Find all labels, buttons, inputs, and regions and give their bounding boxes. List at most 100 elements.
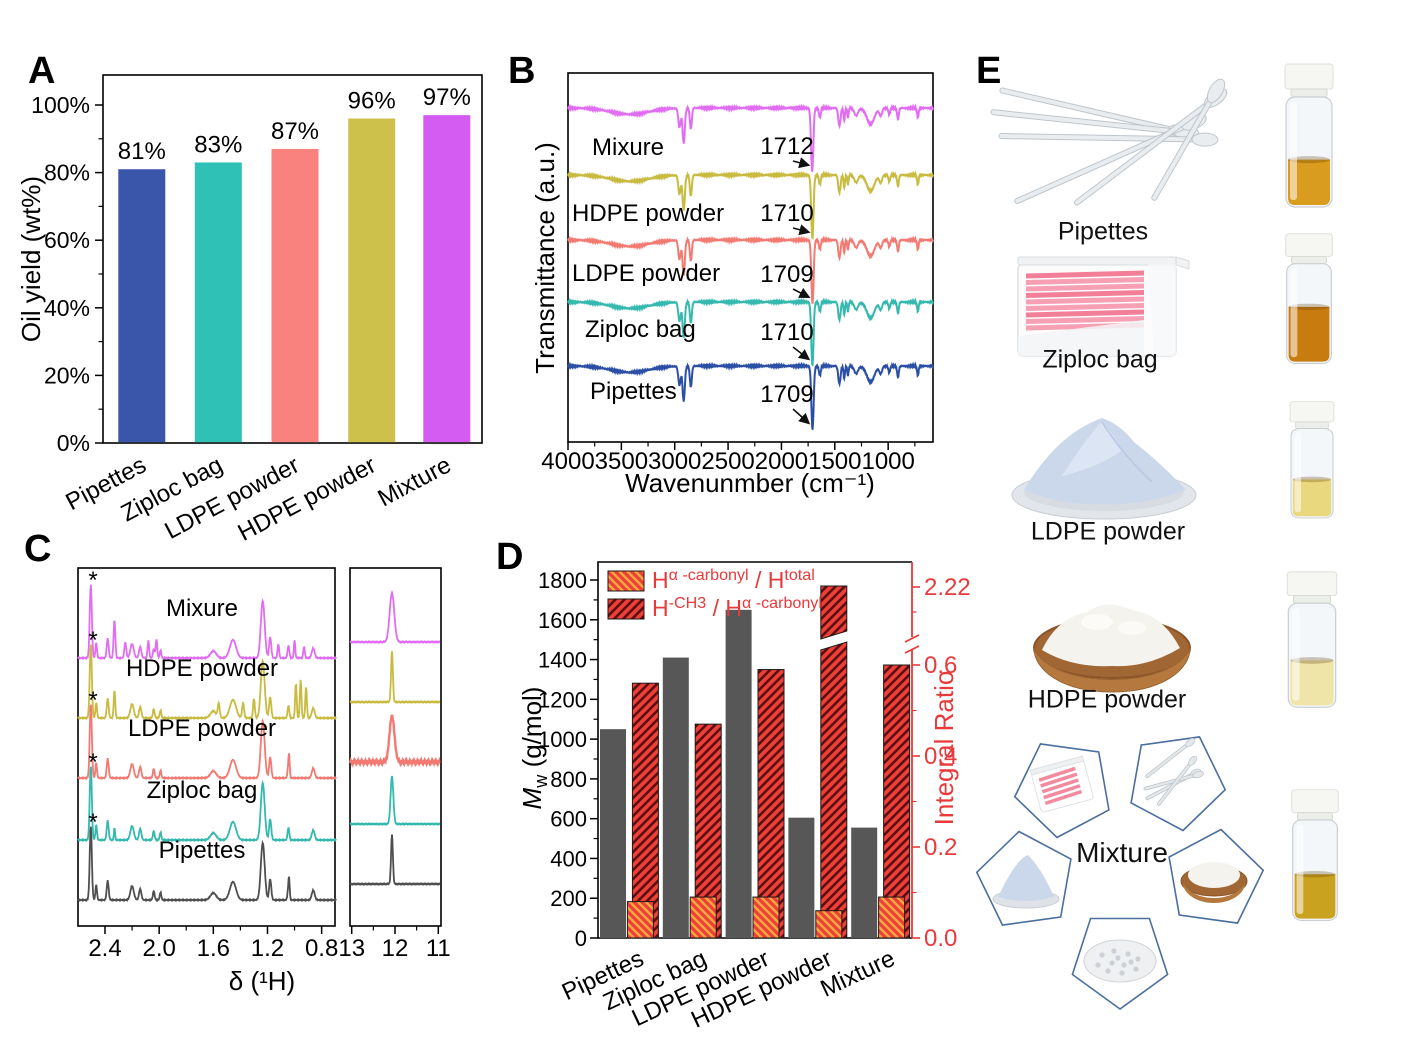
nmr-trace-hdpe-powder <box>77 644 337 721</box>
d-right-tick-label: 0.2 <box>924 834 957 861</box>
panel-label-c: C <box>24 528 52 570</box>
vial-oil <box>1290 660 1334 706</box>
c-xtick-label: 1.6 <box>197 935 230 962</box>
c-xtick-label: 11 <box>426 935 451 962</box>
nmr-right-trace-hdpe-powder <box>349 651 441 704</box>
b-peak-annotation: 1710 <box>760 200 813 227</box>
panel-label-e: E <box>976 50 1002 92</box>
a-value-label: 83% <box>194 131 242 158</box>
d-legend-label-1: Hα -carbonyl / Htotal <box>652 566 815 593</box>
ratio2-bar-pipettes <box>631 682 659 939</box>
b-trace-label: Mixure <box>592 134 664 161</box>
a-ytick-label: 40% <box>44 295 90 321</box>
ziploc-bag-label: Ziploc bag <box>1042 345 1158 374</box>
b-annotation-arrow <box>792 346 811 361</box>
d-right-tick-label: 0.6 <box>924 652 957 679</box>
nmr-right-trace-pipettes <box>349 834 441 886</box>
d-left-tick-label: 800 <box>550 767 587 792</box>
bar-pipettes <box>118 169 166 443</box>
b-xtick-label: 4000 <box>541 448 594 475</box>
b-xtick-label: 2000 <box>755 448 808 475</box>
c-trace-label: HDPE powder <box>126 655 278 682</box>
a-value-label: 96% <box>348 88 396 115</box>
b-trace-label: HDPE powder <box>572 200 724 227</box>
hdpe-powder-label: HDPE powder <box>1027 685 1187 714</box>
ftir-trace-ldpe-powder <box>567 235 934 304</box>
c-trace-label: Mixure <box>166 595 238 622</box>
d-right-axis-label: Integral Ratio <box>929 671 959 826</box>
nmr-right-trace-mixure <box>349 589 441 645</box>
a-value-label: 81% <box>118 138 166 165</box>
c-xtick-label: 1.2 <box>251 935 284 962</box>
a-ytick-label: 100% <box>31 92 90 118</box>
d-left-tick-label: 1800 <box>538 568 587 593</box>
d-left-tick-label: 1600 <box>538 608 587 633</box>
b-annotation-arrow <box>792 157 811 169</box>
d-left-tick-label: 1400 <box>538 648 587 673</box>
a-ytick-label: 60% <box>44 227 90 253</box>
ratio2-bar-hdpe-powder-upper <box>820 585 848 640</box>
vial-cap <box>1286 571 1338 597</box>
b-annotation-arrow <box>792 287 811 299</box>
mixture-hexagons-photo <box>975 736 1265 1010</box>
ratio1-bar-hdpe-powder <box>815 910 843 939</box>
ldpe-oil-vial <box>1289 401 1335 519</box>
b-trace-label: Ziploc bag <box>585 316 696 343</box>
c-trace-label: Pipettes <box>159 837 246 864</box>
c-xtick-label: 12 <box>382 935 409 962</box>
d-legend-label-2: H-CH3 / Hα -carbonyl <box>652 594 822 621</box>
panel-label-d: D <box>496 536 524 578</box>
bar-mixture <box>423 115 471 443</box>
a-value-label: 87% <box>271 118 319 145</box>
b-annotation-arrow <box>792 224 811 236</box>
hdpe-oil-vial <box>1286 571 1338 708</box>
panel-c-chart: 2.4 2.0 1.6 1.2 0.8 13 12 11 δ (¹H) Mixure * HDPE p… <box>77 567 451 996</box>
d-legend-swatch-1 <box>607 570 645 592</box>
ftir-trace-hdpe-powder <box>567 170 934 240</box>
panel-label-a: A <box>28 50 56 92</box>
b-xtick-label: 1500 <box>808 448 861 475</box>
b-peak-annotation: 1710 <box>760 319 813 346</box>
b-annotation-arrow <box>792 408 811 425</box>
nmr-trace-mixure <box>77 584 337 661</box>
d-left-tick-label: 1000 <box>538 727 587 752</box>
a-ytick-label: 20% <box>44 362 90 388</box>
mixture-oil-vial <box>1291 789 1339 921</box>
pipettes-photo <box>990 78 1228 206</box>
ftir-trace-ziploc-bag <box>567 297 934 367</box>
bar-ziploc-bag <box>194 162 242 443</box>
vial-oil <box>1294 874 1336 919</box>
panel-label-b: B <box>508 50 536 92</box>
d-legend-swatch-2 <box>607 598 645 620</box>
b-y-axis-label: Transmittance (a.u.) <box>530 142 560 374</box>
mw-bar-ziploc-bag <box>662 657 689 938</box>
c-x-axis-label: δ (¹H) <box>229 966 295 996</box>
nmr-trace-pipettes <box>77 826 337 903</box>
b-x-axis-label: Wavenunmber (cm⁻¹) <box>625 468 875 498</box>
c-xtick-label: 2.0 <box>142 935 175 962</box>
pipettes-label: Pipettes <box>1057 217 1149 246</box>
a-ytick-label: 0% <box>57 430 90 456</box>
ratio1-bar-ldpe-powder <box>752 896 780 939</box>
d-axis-break <box>904 634 920 643</box>
d-right-tick-label: 0.0 <box>924 925 957 952</box>
d-right-break-label: 2.22 <box>924 574 971 601</box>
d-left-tick-label: 600 <box>550 807 587 832</box>
d-axis-break <box>904 645 920 654</box>
b-xtick-label: 1000 <box>861 448 914 475</box>
b-xtick-label: 2500 <box>701 448 754 475</box>
vial-cap <box>1289 401 1335 423</box>
ftir-trace-mixure <box>567 103 934 172</box>
b-xtick-label: 3000 <box>648 448 701 475</box>
mw-bar-pipettes <box>600 729 626 938</box>
pipettes-oil-vial <box>1284 63 1334 208</box>
ldpe-powder-photo <box>1011 418 1197 520</box>
c-solvent-asterisk: * <box>88 627 97 654</box>
c-trace-label: LDPE powder <box>128 715 276 742</box>
b-trace-label: LDPE powder <box>572 260 720 287</box>
mw-bar-ldpe-powder <box>725 609 752 938</box>
ratio1-bar-pipettes <box>626 901 654 939</box>
vial-cap <box>1285 233 1333 257</box>
c-solvent-asterisk: * <box>88 687 97 714</box>
